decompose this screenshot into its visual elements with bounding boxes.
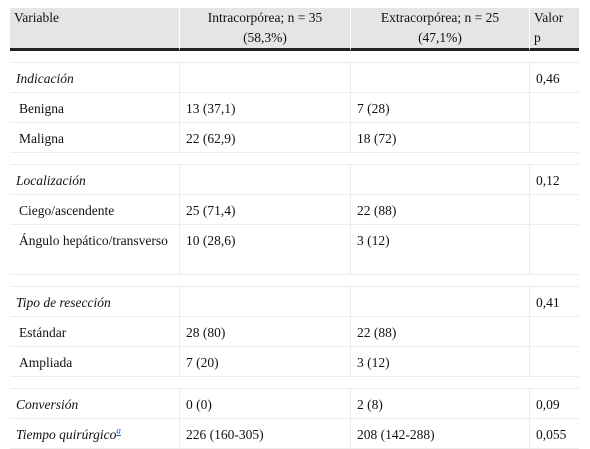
header-valor-line2: p	[534, 30, 541, 45]
header-extracorporea: Extracorpórea; n = 25 (47,1%)	[350, 8, 529, 51]
cell-p-value: 0,055	[529, 419, 579, 449]
cell-p-value: 0,46	[529, 63, 579, 93]
cell-p-value	[529, 347, 579, 377]
row-label: Ángulo hepático/transverso	[10, 225, 179, 275]
cell-p-value: 0,09	[529, 389, 579, 419]
section-title: Tipo de resección	[10, 287, 179, 317]
cell-intra: 0 (0)	[179, 389, 350, 419]
cell-p-value	[529, 195, 579, 225]
header-valor-line1: Valor	[534, 10, 564, 25]
cell-intra: 28 (80)	[179, 317, 350, 347]
spacer-cell	[10, 377, 179, 389]
spacer-cell	[350, 377, 529, 389]
cell-intra: 226 (160-305)	[179, 419, 350, 449]
cell-intra	[179, 63, 350, 93]
cell-intra: 25 (71,4)	[179, 195, 350, 225]
header-intra-line1: Intracorpórea; n = 35	[207, 10, 323, 25]
spacer-cell	[529, 51, 579, 63]
row-label: Benigna	[10, 93, 179, 123]
results-table: Variable Intracorpórea; n = 35 (58,3%) Ex…	[10, 8, 579, 449]
table-header: Variable Intracorpórea; n = 35 (58,3%) Ex…	[10, 8, 579, 51]
cell-p-value	[529, 317, 579, 347]
cell-extra: 208 (142-288)	[350, 419, 529, 449]
cell-intra: 7 (20)	[179, 347, 350, 377]
table-body: Indicación 0,46 Benigna 13 (37,1) 7 (28)…	[10, 51, 579, 449]
footnote-link[interactable]: a	[116, 425, 121, 436]
row-label: Estándar	[10, 317, 179, 347]
spacer-cell	[350, 51, 529, 63]
spacer-cell	[10, 153, 179, 165]
header-intracorporea: Intracorpórea; n = 35 (58,3%)	[179, 8, 350, 51]
section-title: Indicación	[10, 63, 179, 93]
cell-extra	[350, 165, 529, 195]
section-row-localizacion: Localización 0,12	[10, 165, 579, 195]
cell-intra: 13 (37,1)	[179, 93, 350, 123]
cell-extra: 3 (12)	[350, 347, 529, 377]
spacer-row	[10, 153, 579, 165]
cell-extra: 18 (72)	[350, 123, 529, 153]
header-row: Variable Intracorpórea; n = 35 (58,3%) Ex…	[10, 8, 579, 51]
spacer-cell	[529, 275, 579, 287]
cell-extra: 7 (28)	[350, 93, 529, 123]
spacer-row	[10, 275, 579, 287]
cell-extra: 22 (88)	[350, 317, 529, 347]
header-intra-line2: (58,3%)	[243, 30, 287, 45]
table-row: Ampliada 7 (20) 3 (12)	[10, 347, 579, 377]
spacer-row	[10, 51, 579, 63]
header-variable: Variable	[10, 8, 179, 51]
cell-p-value: 0,12	[529, 165, 579, 195]
section-title: Tiempo quirúrgico	[16, 427, 117, 442]
cell-extra	[350, 63, 529, 93]
spacer-cell	[179, 153, 350, 165]
table-row: Ciego/ascendente 25 (71,4) 22 (88)	[10, 195, 579, 225]
table-row: Maligna 22 (62,9) 18 (72)	[10, 123, 579, 153]
header-extra-line2: (47,1%)	[418, 30, 462, 45]
table-row: Estándar 28 (80) 22 (88)	[10, 317, 579, 347]
row-label: Ciego/ascendente	[10, 195, 179, 225]
cell-intra: 10 (28,6)	[179, 225, 350, 275]
row-label: Ampliada	[10, 347, 179, 377]
header-valor-p: Valor p	[529, 8, 579, 51]
cell-intra	[179, 165, 350, 195]
cell-p-value	[529, 93, 579, 123]
spacer-cell	[10, 275, 179, 287]
spacer-cell	[179, 51, 350, 63]
row-label: Maligna	[10, 123, 179, 153]
spacer-row	[10, 377, 579, 389]
spacer-cell	[350, 275, 529, 287]
cell-p-value: 0,41	[529, 287, 579, 317]
header-extra-line1: Extracorpórea; n = 25	[380, 10, 500, 25]
spacer-cell	[179, 377, 350, 389]
cell-intra	[179, 287, 350, 317]
cell-p-value	[529, 123, 579, 153]
spacer-cell	[529, 153, 579, 165]
cell-extra: 22 (88)	[350, 195, 529, 225]
cell-intra: 22 (62,9)	[179, 123, 350, 153]
section-title: Localización	[10, 165, 179, 195]
section-row-tipo-reseccion: Tipo de resección 0,41	[10, 287, 579, 317]
section-title: Conversión	[10, 389, 179, 419]
spacer-cell	[179, 275, 350, 287]
header-variable-text: Variable	[14, 10, 59, 25]
table-row: Benigna 13 (37,1) 7 (28)	[10, 93, 579, 123]
cell-p-value	[529, 225, 579, 275]
cell-extra: 3 (12)	[350, 225, 529, 275]
spacer-cell	[10, 51, 179, 63]
section-row-conversion: Conversión 0 (0) 2 (8) 0,09	[10, 389, 579, 419]
spacer-cell	[529, 377, 579, 389]
spacer-cell	[350, 153, 529, 165]
table-row: Ángulo hepático/transverso 10 (28,6) 3 (…	[10, 225, 579, 275]
section-row-tiempo-quirurgico: Tiempo quirúrgicoa 226 (160-305) 208 (14…	[10, 419, 579, 449]
cell-extra	[350, 287, 529, 317]
section-title-cell: Tiempo quirúrgicoa	[10, 419, 179, 449]
cell-extra: 2 (8)	[350, 389, 529, 419]
section-row-indicacion: Indicación 0,46	[10, 63, 579, 93]
